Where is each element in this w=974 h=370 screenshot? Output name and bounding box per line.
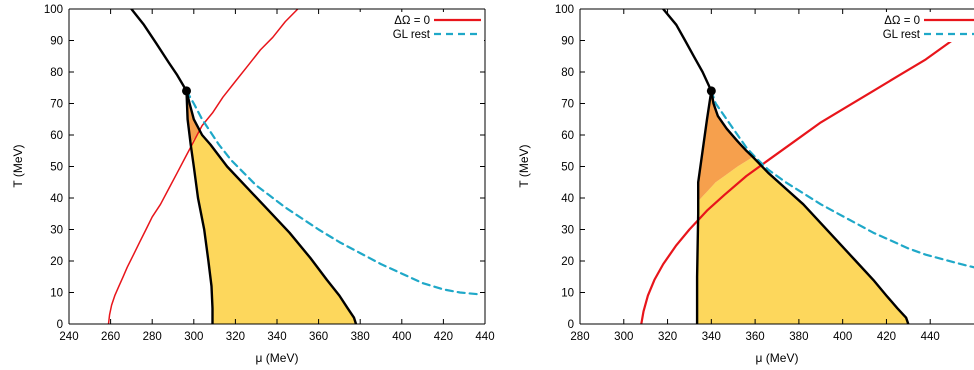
legend-background (848, 12, 974, 42)
critical-point-marker (182, 86, 192, 96)
y-axis-label: T (MeV) (11, 144, 25, 187)
x-tick-label: 380 (789, 331, 808, 343)
y-tick-label: 20 (561, 256, 574, 268)
y-tick-label: 60 (50, 130, 63, 142)
chart-panel-left: 240 260 280 300 320 340 360 380 400 420 440 0 10 20 30… (11, 4, 495, 365)
phase-region-0 (697, 157, 909, 324)
x-tick-label: 320 (658, 331, 677, 343)
phase-boundary-line (695, 89, 713, 324)
y-tick-label: 40 (561, 193, 574, 205)
y-tick-label: 80 (561, 67, 574, 79)
x-tick-label: 320 (226, 331, 245, 343)
x-tick-label: 440 (921, 331, 940, 343)
legend-entry-label: ΔΩ = 0 (394, 15, 430, 27)
y-tick-label: 10 (50, 288, 63, 300)
x-tick-label: 360 (309, 331, 328, 343)
series-line-gl-rest (185, 89, 478, 296)
y-tick-label: 70 (561, 99, 574, 111)
phase-region-0 (186, 90, 356, 324)
y-tick-label: 30 (561, 225, 574, 237)
y-axis-label: T (MeV) (517, 144, 531, 187)
y-tick-label: 50 (50, 162, 63, 174)
x-tick-label: 400 (833, 331, 852, 343)
x-tick-label: 360 (746, 331, 765, 343)
y-tick-label: 80 (50, 67, 63, 79)
phase-boundary-line (662, 9, 713, 93)
y-tick-label: 100 (555, 4, 574, 16)
x-tick-label: 280 (143, 331, 162, 343)
legend: ΔΩ = 0 GL rest (848, 12, 974, 42)
phase-boundary-line (185, 89, 214, 324)
x-tick-label: 380 (351, 331, 370, 343)
x-axis-label: μ (MeV) (756, 351, 799, 365)
y-tick-label: 60 (561, 130, 574, 142)
y-tick-label: 30 (50, 225, 63, 237)
y-tick-label: 0 (57, 319, 63, 331)
series-line-gl-rest (710, 89, 974, 269)
chart-panel-right: 280 300 320 340 360 380 400 420 440 0 10 20 30 40 50 60… (517, 4, 974, 365)
x-tick-label: 420 (434, 331, 453, 343)
phase-boundary-line (130, 9, 188, 93)
legend-entry-label: GL rest (883, 29, 921, 41)
y-tick-label: 10 (561, 288, 574, 300)
y-tick-label: 20 (50, 256, 63, 268)
y-tick-label: 100 (44, 4, 63, 16)
x-tick-label: 260 (101, 331, 120, 343)
x-tick-label: 240 (59, 331, 78, 343)
series-line-delta-omega (107, 9, 299, 324)
x-tick-label: 340 (267, 331, 286, 343)
x-tick-label: 400 (392, 331, 411, 343)
x-axis-label: μ (MeV) (256, 351, 299, 365)
y-tick-label: 0 (568, 319, 574, 331)
legend-entry-label: GL rest (393, 29, 431, 41)
y-tick-label: 70 (50, 99, 63, 111)
x-tick-label: 300 (184, 331, 203, 343)
phase-boundary-line (710, 89, 910, 324)
y-tick-label: 90 (561, 36, 574, 48)
x-tick-label: 280 (570, 331, 589, 343)
legend: ΔΩ = 0 GL rest (358, 12, 484, 42)
y-tick-label: 50 (561, 162, 574, 174)
x-tick-label: 440 (475, 331, 494, 343)
legend-entry-label: ΔΩ = 0 (884, 15, 920, 27)
x-tick-label: 300 (614, 331, 633, 343)
series-line-delta-omega (640, 26, 974, 324)
y-tick-label: 90 (50, 36, 63, 48)
phase-boundary-line (185, 89, 358, 324)
y-tick-label: 40 (50, 193, 63, 205)
critical-point-marker (706, 86, 716, 96)
x-tick-label: 420 (877, 331, 896, 343)
legend-background (358, 12, 484, 42)
x-tick-label: 340 (702, 331, 721, 343)
phase-region-1 (698, 90, 753, 202)
